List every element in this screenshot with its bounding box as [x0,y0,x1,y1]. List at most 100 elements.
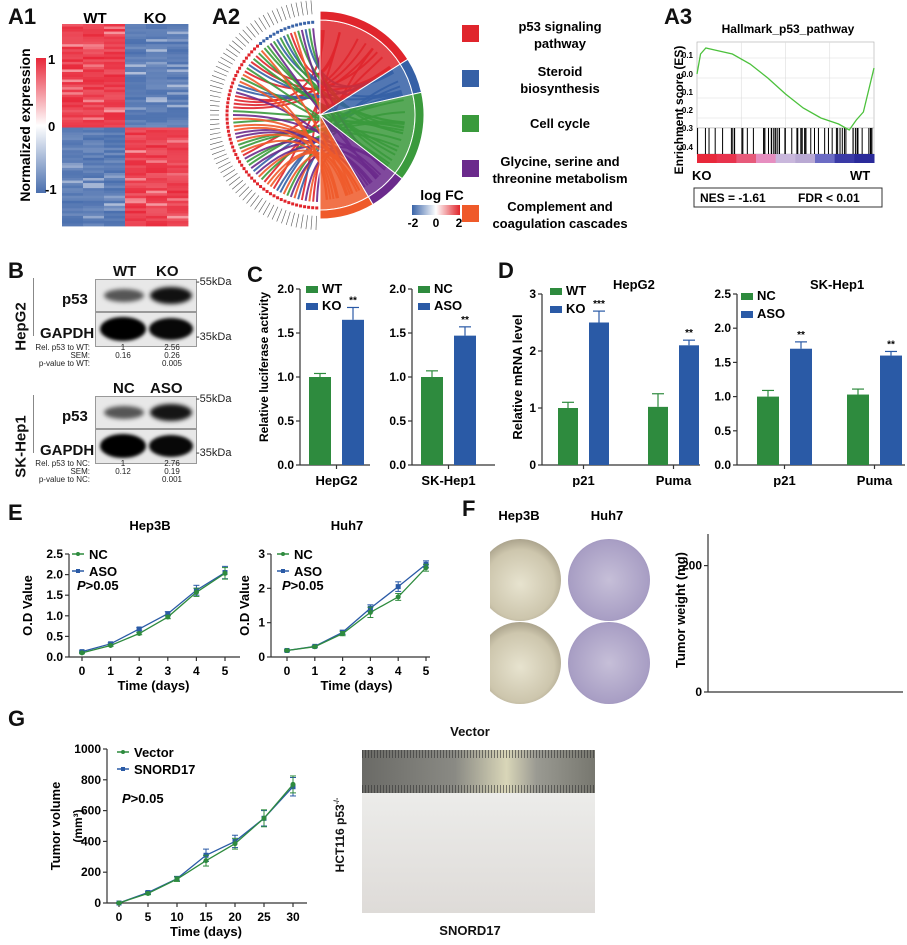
heatmap-cell [146,172,168,176]
colorbar [36,58,46,193]
heatmap-cell [125,132,147,136]
significance-label: *** [593,299,605,310]
heatmap-cell [83,24,105,27]
heatmap-cell [125,193,147,197]
gene-label [238,186,250,197]
gene-logfc-marker [232,77,236,81]
data-point [174,876,180,882]
plate-nc-hep3b [490,539,561,621]
legend-marker [76,569,80,573]
heatmap-cell [83,140,105,144]
heatmap-cell [62,167,84,171]
gene-logfc-marker [225,121,229,125]
heatmap-cell [125,26,147,30]
heatmap-cell [146,145,168,149]
heatmap-cell [62,205,84,209]
plate-aso-hep3b [490,622,561,704]
heatmap-cell [83,165,105,169]
gene-label [228,176,241,186]
heatmap-cell [62,142,84,146]
heatmap-cell [62,89,84,93]
heatmap-cell [62,185,84,189]
blot-group-label: NC [113,380,135,397]
heatmap-cell [167,74,189,78]
heatmap-cell [125,185,147,189]
heatmap-cell [104,112,126,116]
heatmap-cell [146,198,168,202]
heatmap-cell [83,34,105,38]
x-tick-label: 0 [116,910,123,924]
plate-aso-huh7 [568,622,650,704]
heatmap-cell [146,175,168,179]
gene-label [210,109,220,111]
heatmap-cell [125,119,147,123]
heatmap-cell [167,132,189,136]
heatmap-cell [146,208,168,212]
heatmap-cell [167,147,189,151]
heatmap-cell [83,94,105,98]
heatmap-cell [125,44,147,48]
gene-logfc-marker [250,176,254,180]
x-tick-label: p21 [572,473,594,487]
heatmap-cell [125,188,147,192]
heatmap-cell [104,77,126,80]
heatmap-cell [62,127,84,131]
heatmap-cell [167,142,189,146]
heatmap-cell [125,170,147,174]
heatmap-cell [62,172,84,176]
heatmap-cell [83,46,105,50]
heatmap-cell [167,49,189,53]
y-tick-label: 0 [529,458,536,472]
bar [847,394,869,465]
heatmap-cell [167,157,189,161]
chord-links [210,0,425,230]
heatmap-cell [167,59,189,63]
heatmap-cell [125,172,147,176]
gene-label [220,165,233,174]
gene-logfc-marker [307,205,311,209]
heatmap-cell [167,114,189,118]
heatmap-cell [83,39,105,43]
heatmap-cell [62,210,84,214]
heatmap-cell [146,210,168,214]
gene-label [254,197,263,210]
gene-logfc-marker [225,109,229,113]
y-tick-label: 0.5 [714,424,731,438]
heatmap-cell [125,145,147,149]
legend-label: ASO [294,564,322,579]
gene-label [271,10,279,24]
heatmap-cell [83,92,105,96]
heatmap-cell [167,205,189,209]
legend-label: SNORD17 [134,762,195,777]
heatmap-cell [125,130,147,133]
gene-logfc-marker [240,163,244,167]
heatmap-cell [167,127,189,131]
heatmap-cell [83,104,105,108]
heatmap-cell [167,107,189,111]
heatmap-cell [167,218,189,222]
scatter-bar-g-weight [630,730,907,945]
rank-strip-segment [834,154,855,163]
gene-logfc-marker [295,203,299,207]
colorbar-label: Normalized expression [17,48,33,201]
heatmap-cell [62,160,84,164]
y-tick-label: 2.0 [389,282,406,296]
gene-label [242,29,253,41]
heatmap-cell [104,157,126,161]
heatmap-cell [125,125,147,128]
heatmap-cell [125,208,147,212]
x-tick-label: 0 [79,664,86,678]
heatmap-cell [125,79,147,83]
heatmap-cell [125,190,147,194]
heatmap-cell [62,147,84,151]
gene-label [295,213,300,228]
gene-label [232,180,244,190]
heatmap-cell [104,127,126,131]
heatmap-cell [83,155,105,159]
heatmap-cell [104,54,126,58]
heatmap-cell [104,152,126,156]
heatmap-cell [62,218,84,222]
legend-label: Complement and [507,199,613,214]
x-axis-label: Time (days) [117,678,189,693]
gene-label [210,105,220,107]
